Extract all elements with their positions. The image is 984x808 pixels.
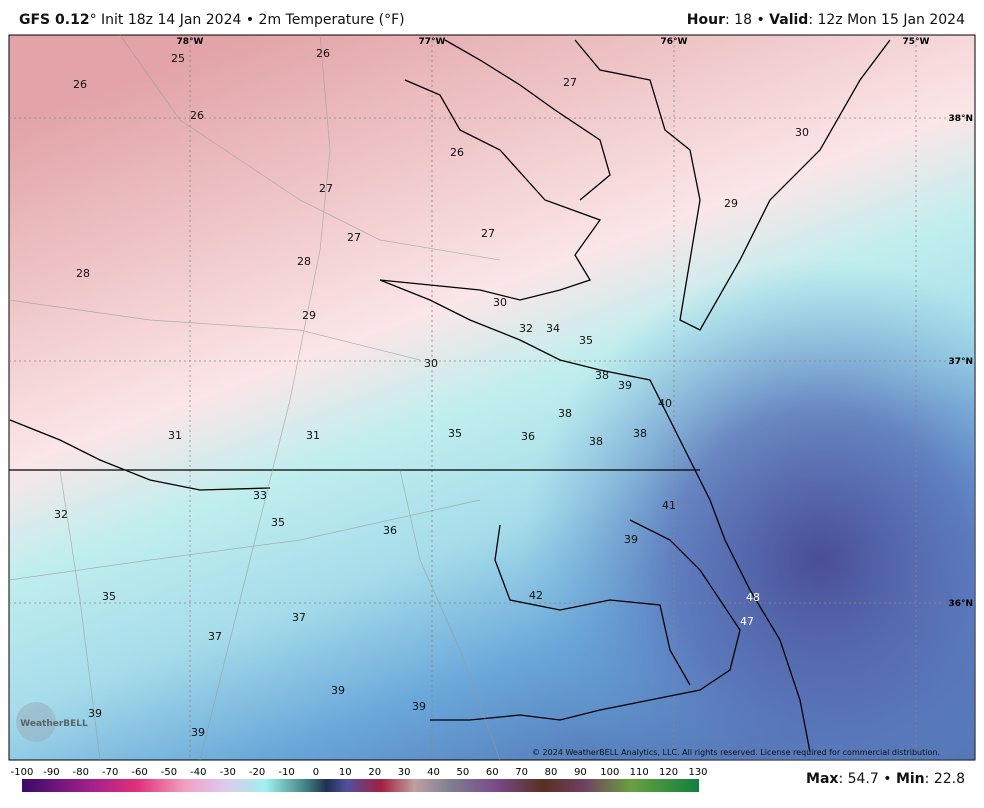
temperature-label: 39	[412, 700, 426, 713]
temperature-label: 34	[546, 322, 560, 335]
valid: : 12z Mon 15 Jan 2024	[808, 12, 965, 28]
temperature-label: 27	[481, 227, 495, 240]
temperature-label: 25	[171, 52, 185, 65]
temperature-label: 40	[658, 397, 672, 410]
latitude-label: 36°N	[948, 599, 973, 609]
colorbar-tick-label: -30	[220, 767, 236, 778]
temperature-label: 26	[450, 146, 464, 159]
temperature-label: 38	[595, 369, 609, 382]
temperature-label: 48	[746, 591, 760, 604]
temperature-label: 30	[493, 296, 507, 309]
colorbar-tick-label: 30	[398, 767, 411, 778]
colorbar-tick-label: -40	[190, 767, 206, 778]
temperature-label: 26	[190, 109, 204, 122]
model: GFS 0.12	[19, 12, 90, 28]
temperature-label: 29	[724, 197, 738, 210]
temperature-label: 37	[292, 611, 306, 624]
graticule	[9, 35, 975, 760]
colorbar	[22, 779, 699, 792]
colorbar-tick-label: 40	[427, 767, 440, 778]
logo: WeatherBELL	[20, 719, 88, 729]
temperature-label: 30	[424, 357, 438, 370]
temperature-label: 39	[331, 684, 345, 697]
temperature-label: 38	[558, 407, 572, 420]
valid-label: Valid	[769, 12, 809, 28]
colorbar-tick-label: 10	[339, 767, 352, 778]
temperature-label: 42	[529, 589, 543, 602]
colorbar-tick-label: -60	[131, 767, 147, 778]
header-right: Hour: 18 • Valid: 12z Mon 15 Jan 2024	[687, 12, 965, 28]
colorbar-tick-label: -50	[161, 767, 177, 778]
county-lines	[8, 34, 501, 761]
longitude-label: 75°W	[903, 37, 930, 47]
run-info: ° Init 18z 14 Jan 2024 • 2m Temperature …	[89, 12, 405, 28]
colorbar-tick-label: 90	[574, 767, 587, 778]
colorbar-tick-label: 80	[545, 767, 558, 778]
temperature-label: 39	[191, 726, 205, 739]
colorbar-tick-label: 0	[313, 767, 319, 778]
temperature-label: 31	[306, 429, 320, 442]
longitude-label: 76°W	[661, 37, 688, 47]
colorbar-tick-label: -80	[73, 767, 89, 778]
temperature-label: 27	[319, 182, 333, 195]
temperature-label: 32	[54, 508, 68, 521]
temperature-label: 36	[521, 430, 535, 443]
temperature-label: 31	[168, 429, 182, 442]
max: : 54.7 •	[838, 771, 892, 787]
footer-stats: Max: 54.7 • Min: 22.8	[806, 771, 965, 787]
colorbar-tick-label: 120	[659, 767, 678, 778]
temperature-label: 38	[633, 427, 647, 440]
temperature-label: 26	[73, 78, 87, 91]
temperature-label: 47	[740, 615, 754, 628]
min: : 22.8	[924, 771, 965, 787]
temperature-label: 30	[795, 126, 809, 139]
colorbar-tick-label: -100	[11, 767, 34, 778]
temperature-label: 27	[347, 231, 361, 244]
logo-mark	[16, 702, 56, 742]
temperature-label: 29	[302, 309, 316, 322]
longitude-label: 77°W	[419, 37, 446, 47]
temperature-label: 35	[579, 334, 593, 347]
temperature-label: 27	[563, 76, 577, 89]
hour-label: Hour	[686, 12, 726, 28]
map-field-shade	[9, 35, 975, 760]
coastlines	[9, 39, 891, 753]
colorbar-tick-label: -10	[278, 767, 294, 778]
temperature-label: 39	[88, 707, 102, 720]
colorbar-tick-label: 60	[486, 767, 499, 778]
temperature-label: 35	[102, 590, 116, 603]
temperature-label: 32	[519, 322, 533, 335]
min-label: Min	[895, 771, 925, 787]
temperature-label: 39	[624, 533, 638, 546]
temperature-label: 28	[297, 255, 311, 268]
temperature-label: 35	[448, 427, 462, 440]
colorbar-tick-label: 70	[515, 767, 528, 778]
header-left: GFS 0.12° Init 18z 14 Jan 2024 • 2m Temp…	[19, 12, 405, 28]
temperature-label: 28	[76, 267, 90, 280]
colorbar-tick-label: 20	[368, 767, 381, 778]
copyright: © 2024 WeatherBELL Analytics, LLC. All r…	[532, 748, 940, 757]
temperature-label: 38	[589, 435, 603, 448]
colorbar-tick-label: -90	[43, 767, 59, 778]
temperature-label: 37	[208, 630, 222, 643]
temperature-label: 39	[618, 379, 632, 392]
max-label: Max	[806, 771, 839, 787]
temperature-label: 26	[316, 47, 330, 60]
latitude-label: 38°N	[948, 114, 973, 124]
temperature-label: 35	[271, 516, 285, 529]
colorbar-tick-label: 50	[457, 767, 470, 778]
latitude-label: 37°N	[948, 357, 973, 367]
temperature-label: 36	[383, 524, 397, 537]
colorbar-tick-label: -20	[249, 767, 265, 778]
temperature-label: 41	[662, 499, 676, 512]
colorbar-tick-label: 130	[688, 767, 707, 778]
temperature-label: 33	[253, 489, 267, 502]
hour: : 18 •	[725, 12, 765, 28]
longitude-label: 78°W	[177, 37, 204, 47]
colorbar-tick-label: 100	[600, 767, 619, 778]
colorbar-tick-label: 110	[630, 767, 649, 778]
colorbar-tick-label: -70	[102, 767, 118, 778]
